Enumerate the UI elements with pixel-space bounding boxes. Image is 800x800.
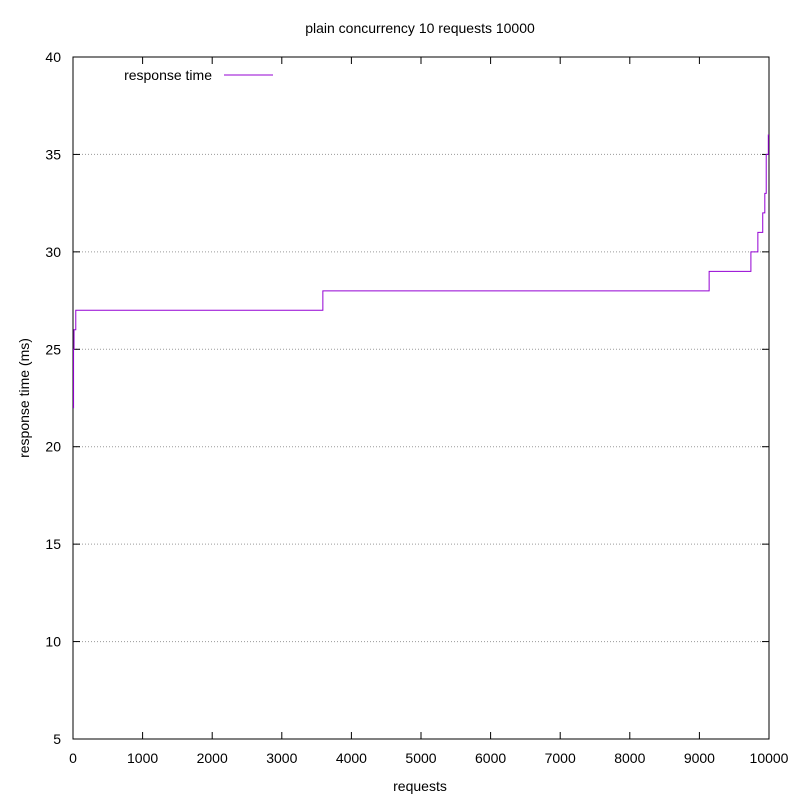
x-tick-label: 0: [69, 750, 77, 766]
x-tick-label: 5000: [405, 750, 436, 766]
y-tick-label: 40: [45, 49, 61, 65]
x-tick-labels: 0 1000 2000 3000 4000 5000 6000 7000 8000 9000 100…: [69, 750, 789, 766]
legend-label: response time: [124, 67, 212, 83]
x-tick-label: 10000: [750, 750, 789, 766]
x-tick-label: 2000: [197, 750, 228, 766]
y-axis-label: response time (ms): [16, 338, 32, 458]
x-tick-label: 3000: [266, 750, 297, 766]
y-tick-label: 20: [45, 439, 61, 455]
series-layer: [73, 134, 769, 409]
x-tick-label: 6000: [475, 750, 506, 766]
x-tick-label: 8000: [614, 750, 645, 766]
x-axis-label: requests: [393, 778, 447, 794]
y-tick-label: 10: [45, 634, 61, 650]
x-tick-label: 1000: [127, 750, 158, 766]
y-tick-label: 25: [45, 341, 61, 357]
x-tick-label: 9000: [684, 750, 715, 766]
y-tick-labels: 5 10 15 20 25 30 35 40: [45, 49, 61, 747]
chart-title: plain concurrency 10 requests 10000: [305, 20, 535, 36]
y-tick-label: 30: [45, 244, 61, 260]
x-tick-label: 7000: [545, 750, 576, 766]
legend: response time: [124, 67, 273, 83]
y-tick-label: 5: [53, 731, 61, 747]
series-line: [73, 134, 769, 409]
y-tick-label: 15: [45, 536, 61, 552]
x-tick-label: 4000: [336, 750, 367, 766]
y-tick-label: 35: [45, 146, 61, 162]
grid-lines: [73, 153, 769, 643]
